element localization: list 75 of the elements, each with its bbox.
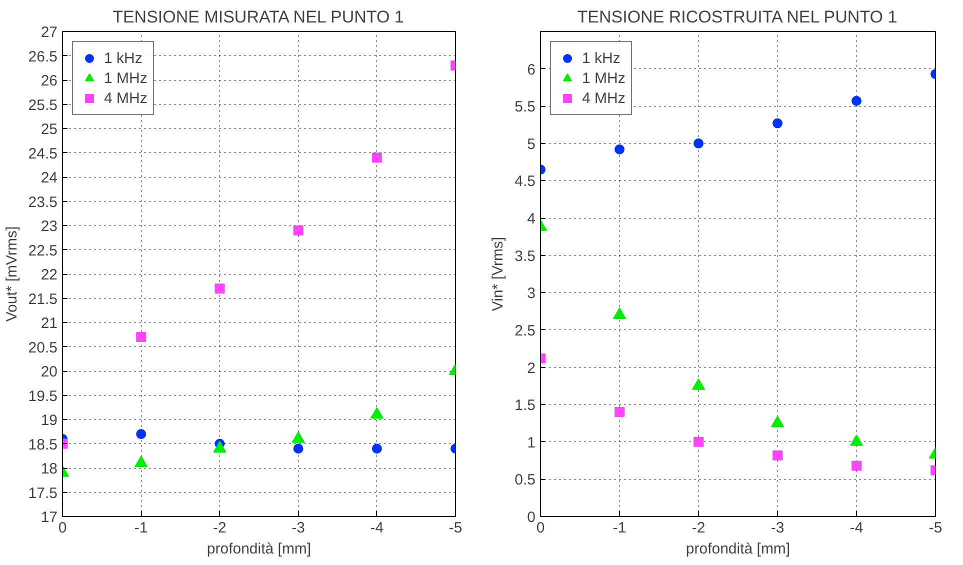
y-tick-label: 2.5 [514, 322, 536, 340]
y-tick-label: 1 [527, 434, 536, 452]
point [614, 144, 624, 154]
point [372, 152, 382, 163]
legend-label: 1 kHz [582, 50, 620, 66]
y-axis-title: Vin* [Vrms] [490, 236, 507, 312]
x-tick-label: -3 [292, 520, 305, 536]
point [852, 460, 862, 471]
y-tick-label: 6 [527, 61, 536, 78]
legend-label: 4 MHz [582, 90, 626, 106]
x-tick-label: -1 [612, 520, 626, 536]
point [694, 436, 704, 447]
legend-label: 1 MHz [104, 70, 148, 86]
x-tick-label: -2 [692, 520, 706, 536]
x-tick-label: -4 [370, 520, 384, 536]
y-tick-label: 20 [40, 364, 58, 380]
x-tick-label: -3 [770, 520, 784, 536]
y-tick-label: 22.5 [28, 242, 58, 260]
y-tick-label: 17.5 [28, 484, 58, 502]
y-tick-label: 24 [40, 170, 58, 186]
y-tick-label: 5 [527, 136, 536, 153]
x-tick-label: -1 [134, 520, 148, 536]
point [136, 429, 146, 440]
y-tick-label: 4.5 [514, 173, 536, 190]
point [372, 444, 382, 454]
point [214, 284, 225, 294]
point [852, 96, 862, 106]
y-tick-label: 18 [40, 460, 58, 478]
point [136, 332, 146, 342]
x-tick-label: -5 [448, 520, 462, 536]
y-tick-label: 18.5 [28, 436, 58, 454]
point [694, 138, 704, 148]
y-tick-label: 21.5 [28, 290, 58, 308]
y-tick-label: 0 [527, 509, 536, 526]
y-tick-label: 23 [40, 218, 58, 235]
x-axis-title: profondità [mm] [206, 540, 312, 558]
chart-title: TENSIONE MISURATA NEL PUNTO 1 [112, 8, 404, 26]
y-tick-label: 22 [40, 266, 58, 284]
legend-label: 1 MHz [582, 70, 626, 86]
x-tick-label: -5 [928, 520, 942, 536]
x-axis-title: profondità [mm] [686, 540, 790, 558]
point [772, 118, 782, 128]
y-axis-title: Vout* [mVrms] [3, 226, 20, 322]
x-tick-label: -4 [850, 520, 864, 536]
y-tick-label: 25.5 [28, 96, 58, 114]
y-tick-label: 25 [40, 121, 58, 138]
y-tick-label: 3 [527, 285, 536, 302]
point [293, 225, 304, 236]
y-tick-label: 0.5 [514, 472, 536, 489]
point [613, 308, 626, 320]
point [772, 450, 782, 460]
y-tick-label: 19.5 [28, 388, 58, 405]
x-tick-label: -2 [213, 520, 226, 536]
point [850, 434, 863, 446]
y-tick-label: 4 [527, 210, 536, 228]
point [771, 416, 784, 428]
y-tick-label: 2 [527, 360, 536, 377]
y-tick-label: 3.5 [514, 248, 536, 265]
point [614, 407, 624, 418]
y-tick-label: 19 [40, 412, 58, 429]
y-tick-label: 27 [40, 24, 58, 41]
y-tick-label: 1.5 [514, 397, 536, 414]
y-tick-label: 23.5 [28, 194, 58, 211]
point [692, 378, 705, 390]
chart-title: TENSIONE RICOSTRUITA NEL PUNTO 1 [577, 8, 898, 26]
legend-label: 4 MHz [104, 90, 148, 106]
y-tick-label: 17 [40, 509, 58, 526]
y-tick-label: 24.5 [28, 145, 58, 162]
point [293, 444, 304, 454]
y-tick-label: 5.5 [514, 98, 536, 116]
y-tick-label: 26 [40, 72, 58, 90]
y-tick-label: 21 [40, 315, 58, 332]
legend-label: 1 kHz [104, 50, 142, 66]
y-tick-label: 20.5 [28, 339, 58, 356]
y-tick-label: 26.5 [28, 48, 58, 66]
